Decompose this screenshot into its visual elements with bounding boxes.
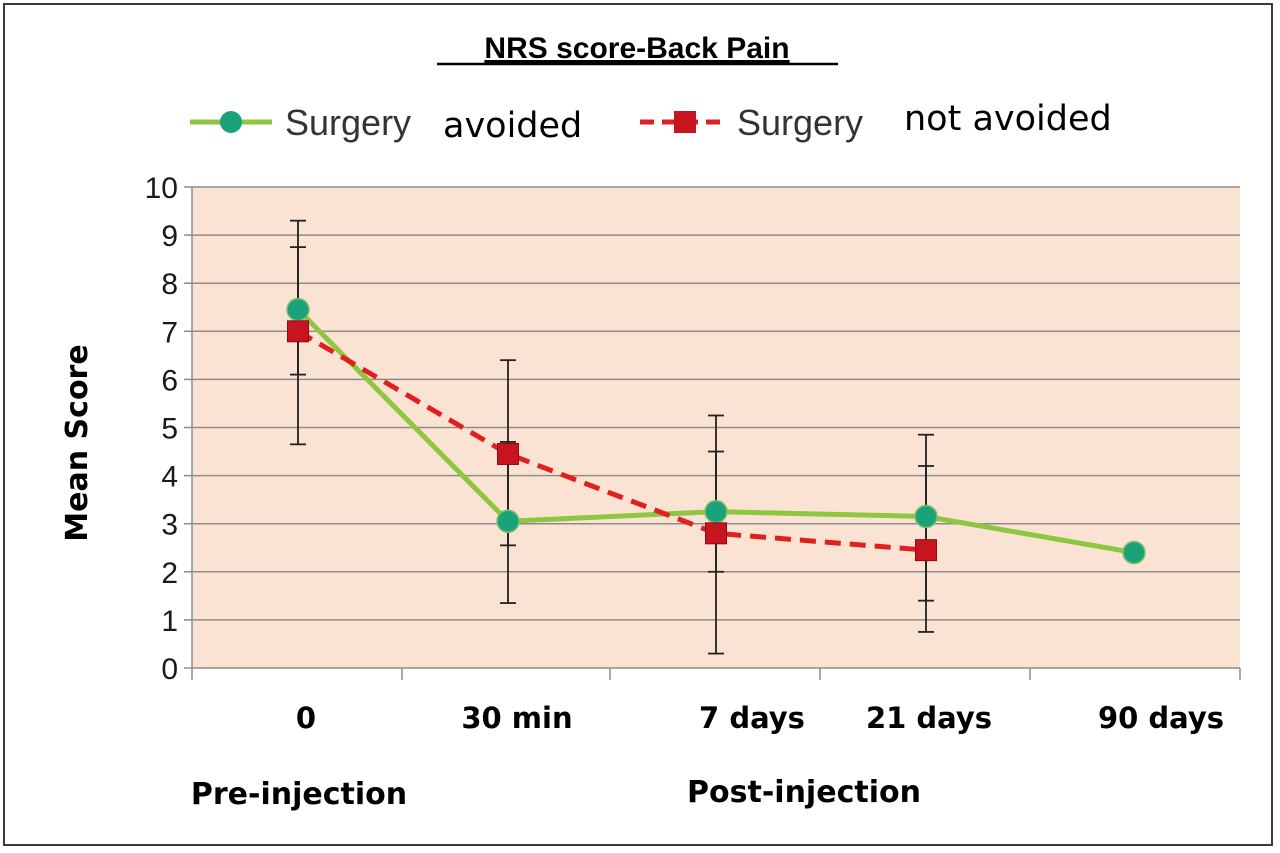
data-point-surgery-not-avoided-30-min <box>497 442 519 465</box>
x-tick-labels: 0 30 min 7 days 21 days 90 days <box>296 701 1224 735</box>
y-tick-label-2: 2 <box>161 557 178 590</box>
legend-label-surgery-avoided-suffix: avoided <box>443 106 582 146</box>
legend-marker-surgery-not-avoided <box>674 111 696 133</box>
legend-marker-surgery-avoided <box>220 111 242 133</box>
y-tick-label-7: 7 <box>161 316 178 349</box>
y-tick-label-6: 6 <box>161 364 178 397</box>
legend: Surgery avoided Surgery not avoided <box>190 99 1112 146</box>
y-tick-label-5: 5 <box>161 413 178 446</box>
y-tick-label-4: 4 <box>161 461 178 494</box>
data-point-surgery-avoided-21-days <box>914 504 938 529</box>
y-tick-label-0: 0 <box>161 653 178 686</box>
data-point-surgery-avoided-30-min <box>496 509 520 534</box>
legend-label-surgery-not-avoided-suffix: not avoided <box>904 99 1112 139</box>
group-label-post-injection: Post-injection <box>687 775 921 810</box>
data-point-surgery-avoided-0 <box>286 297 310 322</box>
y-tick-label-8: 8 <box>161 268 178 301</box>
x-tick-label-0: 0 <box>296 701 316 735</box>
legend-label-surgery-avoided-prefix: Surgery <box>285 102 411 143</box>
y-axis-label: Mean Score <box>60 344 95 541</box>
x-tick-label-90-days: 90 days <box>1098 701 1224 735</box>
legend-label-surgery-not-avoided-prefix: Surgery <box>737 102 863 143</box>
y-tick-label-9: 9 <box>161 220 178 253</box>
group-label-pre-injection: Pre-injection <box>191 777 407 812</box>
series-markers <box>286 297 1146 565</box>
x-tick-label-30-min: 30 min <box>461 701 572 735</box>
data-point-surgery-not-avoided-21-days <box>915 539 937 562</box>
x-tick-label-21-days: 21 days <box>866 701 992 735</box>
data-point-surgery-avoided-7-days <box>704 499 728 524</box>
y-tick-labels: 0 1 2 3 4 5 6 7 8 9 10 <box>145 172 178 686</box>
axes <box>191 187 1241 680</box>
y-tick-label-3: 3 <box>161 509 178 542</box>
y-tick-label-1: 1 <box>161 605 178 638</box>
data-point-surgery-not-avoided-0 <box>287 320 309 343</box>
y-tick-label-10: 10 <box>145 172 178 205</box>
data-point-surgery-not-avoided-7-days <box>705 522 727 545</box>
x-tick-label-7-days: 7 days <box>699 701 805 735</box>
chart-title: NRS score-Back Pain <box>484 32 789 65</box>
data-point-surgery-avoided-90-days <box>1122 540 1146 565</box>
series-line-surgery-not-avoided <box>296 329 927 553</box>
